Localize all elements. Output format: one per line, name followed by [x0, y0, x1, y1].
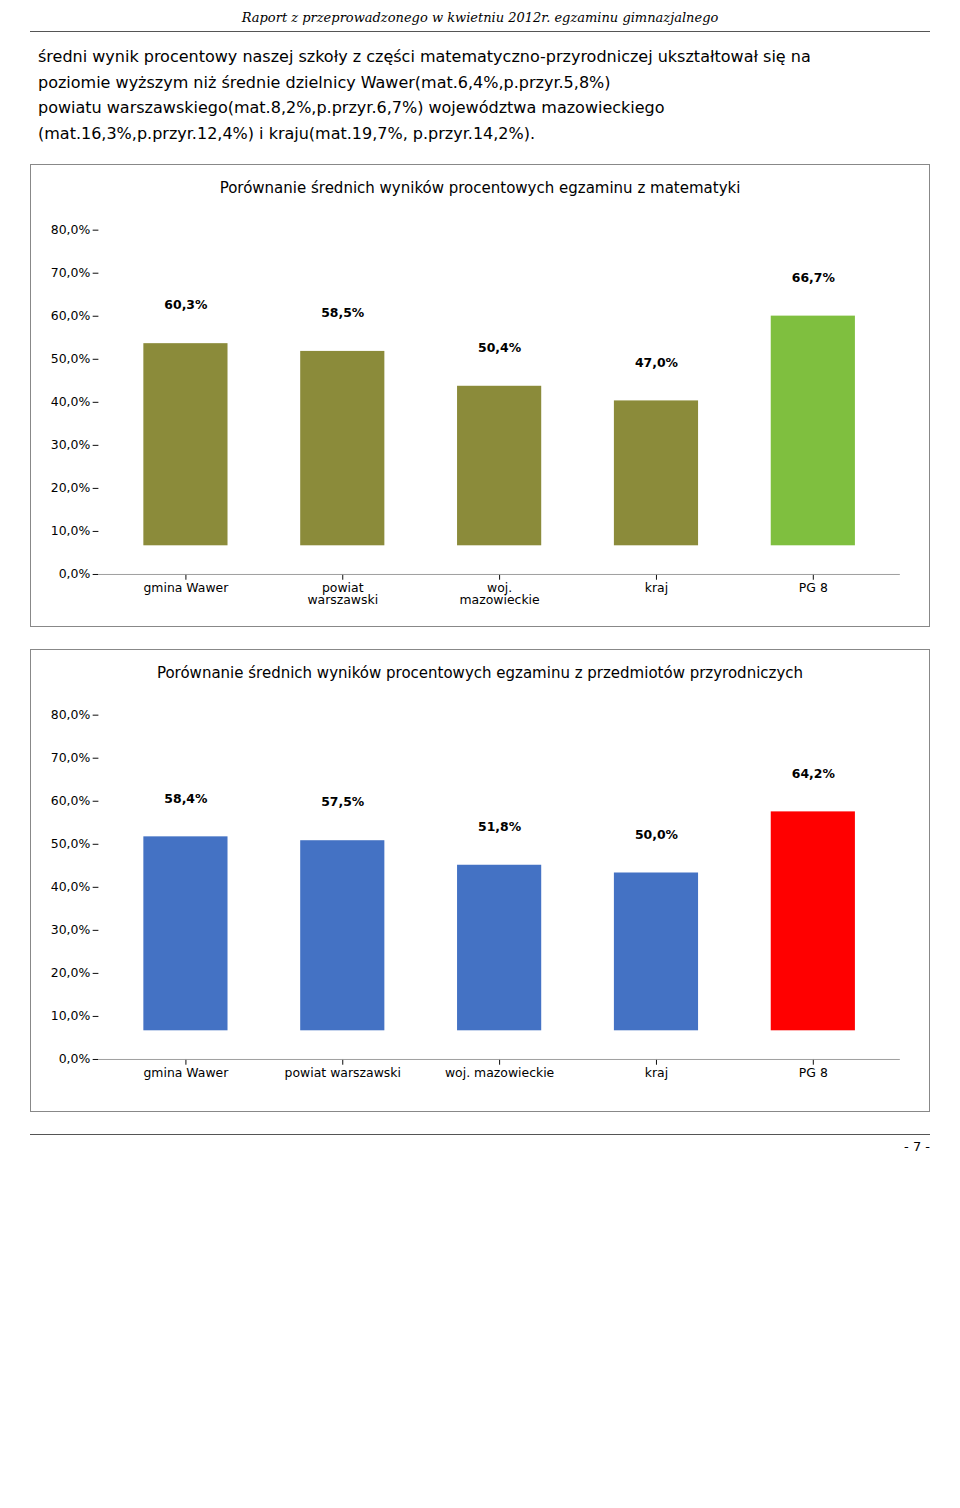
svg-text:20,0%: 20,0%: [51, 481, 91, 496]
svg-text:70,0%: 70,0%: [51, 266, 91, 281]
svg-text:kraj: kraj: [645, 580, 668, 595]
svg-text:50,4%: 50,4%: [478, 340, 522, 355]
svg-text:30,0%: 30,0%: [51, 923, 91, 938]
html-text:średni wynik procentowy naszej: średni wynik procentowy naszej szkoły z …: [38, 47, 811, 66]
svg-text:0,0%: 0,0%: [59, 567, 91, 582]
svg-text:powiatwarszawski: powiatwarszawski: [307, 580, 378, 607]
svg-text:woj. mazowieckie: woj. mazowieckie: [445, 1065, 554, 1080]
svg-text:47,0%: 47,0%: [635, 355, 679, 370]
svg-text:60,0%: 60,0%: [51, 309, 91, 324]
svg-text:10,0%: 10,0%: [51, 1009, 91, 1024]
svg-text:58,5%: 58,5%: [321, 305, 365, 320]
svg-text:64,2%: 64,2%: [792, 766, 836, 781]
html-text:(mat.16,3%,p.przyr.12,4%) i kr: (mat.16,3%,p.przyr.12,4%) i kraju(mat.19…: [38, 123, 536, 143]
svg-text:40,0%: 40,0%: [51, 879, 91, 894]
svg-text:kraj: kraj: [645, 1065, 668, 1080]
svg-text:80,0%: 80,0%: [51, 707, 91, 722]
svg-text:woj.mazowieckie: woj.mazowieckie: [460, 580, 540, 607]
html-text:- 7 -: - 7 -: [904, 1139, 930, 1154]
svg-text:80,0%: 80,0%: [51, 223, 91, 238]
svg-text:50,0%: 50,0%: [51, 836, 91, 851]
html-text:Raport z przeprowadzonego w kw: Raport z przeprowadzonego w kwietniu 201…: [241, 10, 719, 25]
svg-text:70,0%: 70,0%: [51, 750, 91, 765]
svg-text:57,5%: 57,5%: [321, 795, 365, 810]
svg-text:10,0%: 10,0%: [51, 524, 91, 539]
svg-text:51,8%: 51,8%: [478, 819, 522, 834]
svg-text:40,0%: 40,0%: [51, 395, 91, 410]
html-text:Porównanie średnich wyników pr: Porównanie średnich wyników procentowych…: [156, 664, 804, 683]
html-text:Porównanie średnich wyników pr: Porównanie średnich wyników procentowych…: [219, 179, 741, 198]
svg-text:58,4%: 58,4%: [164, 791, 208, 806]
svg-text:30,0%: 30,0%: [51, 438, 91, 453]
svg-text:60,0%: 60,0%: [51, 793, 91, 808]
svg-text:PG 8: PG 8: [799, 1065, 828, 1080]
svg-text:gmina Wawer: gmina Wawer: [143, 1065, 229, 1080]
svg-text:60,3%: 60,3%: [164, 298, 208, 313]
svg-text:gmina Wawer: gmina Wawer: [143, 580, 229, 595]
svg-text:50,0%: 50,0%: [51, 352, 91, 367]
svg-text:20,0%: 20,0%: [51, 966, 91, 981]
svg-text:50,0%: 50,0%: [635, 827, 679, 842]
html-text:powiatu warszawskiego(mat.8,2%: powiatu warszawskiego(mat.8,2%,p.przyr.6…: [38, 98, 665, 118]
svg-text:0,0%: 0,0%: [59, 1052, 91, 1067]
svg-text:PG 8: PG 8: [799, 580, 828, 595]
svg-text:powiat warszawski: powiat warszawski: [285, 1065, 401, 1080]
html-text:poziomie wyższym niż średnie d: poziomie wyższym niż średnie dzielnicy W…: [38, 72, 611, 92]
svg-text:66,7%: 66,7%: [792, 270, 836, 285]
